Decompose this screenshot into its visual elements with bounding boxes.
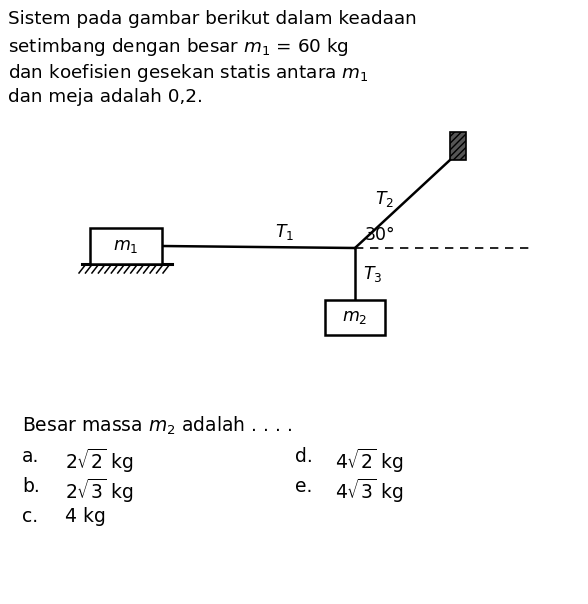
Text: setimbang dengan besar $m_1$ = 60 kg: setimbang dengan besar $m_1$ = 60 kg bbox=[8, 36, 349, 58]
Text: Besar massa $m_2$ adalah . . . .: Besar massa $m_2$ adalah . . . . bbox=[22, 415, 292, 437]
Text: $2\sqrt{3}$ kg: $2\sqrt{3}$ kg bbox=[65, 477, 133, 505]
Text: b.: b. bbox=[22, 477, 40, 496]
Text: Sistem pada gambar berikut dalam keadaan: Sistem pada gambar berikut dalam keadaan bbox=[8, 10, 417, 28]
Bar bbox=[450, 132, 466, 160]
Text: $4\sqrt{3}$ kg: $4\sqrt{3}$ kg bbox=[335, 477, 403, 505]
Text: dan meja adalah 0,2.: dan meja adalah 0,2. bbox=[8, 88, 203, 106]
Text: 30°: 30° bbox=[365, 226, 396, 244]
Text: e.: e. bbox=[295, 477, 312, 496]
Text: $T_3$: $T_3$ bbox=[363, 264, 382, 284]
Text: $m_1$: $m_1$ bbox=[113, 237, 139, 255]
Text: $4\sqrt{2}$ kg: $4\sqrt{2}$ kg bbox=[335, 447, 403, 475]
Text: d.: d. bbox=[295, 447, 313, 466]
Bar bbox=[325, 300, 385, 335]
Text: c.: c. bbox=[22, 507, 38, 526]
Bar bbox=[90, 228, 162, 264]
Text: dan koefisien gesekan statis antara $m_1$: dan koefisien gesekan statis antara $m_1… bbox=[8, 62, 369, 84]
Text: $T_1$: $T_1$ bbox=[275, 222, 295, 242]
Text: $m_2$: $m_2$ bbox=[342, 309, 368, 327]
Text: 4 kg: 4 kg bbox=[65, 507, 106, 526]
Text: a.: a. bbox=[22, 447, 39, 466]
Text: $T_2$: $T_2$ bbox=[375, 189, 394, 209]
Text: $2\sqrt{2}$ kg: $2\sqrt{2}$ kg bbox=[65, 447, 133, 475]
